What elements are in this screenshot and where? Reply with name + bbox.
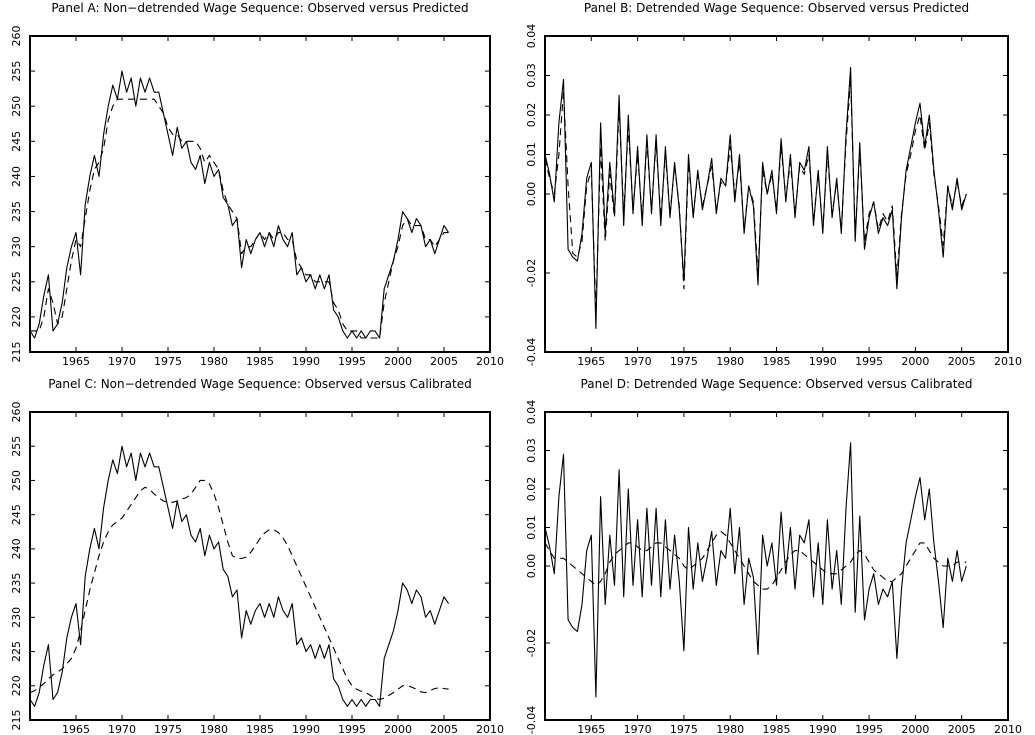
panel-d-ytick-label: -0.04 <box>525 706 538 734</box>
panel-c-xtick-label: 2010 <box>476 723 504 735</box>
panel-d-xtick-label: 1985 <box>763 723 791 735</box>
panel-c-frame <box>29 411 491 721</box>
panel-d-ytick-label: 0.01 <box>525 515 538 540</box>
panel-c-xtick-label: 2005 <box>430 723 458 735</box>
panel-c-ytick-label: 230 <box>10 607 23 628</box>
panel-b-ytick-label: 0.02 <box>525 103 538 128</box>
panel-a-xtick-label: 1985 <box>246 355 274 368</box>
panel-b-xtick-label: 2000 <box>901 355 929 368</box>
panel-c-xtick-label: 1965 <box>62 723 90 735</box>
panel-b-ytick-label: -0.04 <box>525 338 538 366</box>
panel-a-title: Panel A: Non−detrended Wage Sequence: Ob… <box>51 1 468 15</box>
panel-a-ytick-label: 215 <box>10 342 23 363</box>
panel-d-ytick-label: 0.04 <box>525 400 538 425</box>
panel-b: Panel B: Detrended Wage Sequence: Observ… <box>525 1 1022 368</box>
panel-b-xtick-label: 1975 <box>670 355 698 368</box>
panel-b-xtick-label: 1980 <box>716 355 744 368</box>
panel-d-xtick-label: 1980 <box>716 723 744 735</box>
panel-c-xtick-label: 1970 <box>108 723 136 735</box>
panel-c-xtick-label: 2000 <box>384 723 412 735</box>
panel-c-ytick-label: 235 <box>10 573 23 594</box>
panel-a-observed-line <box>29 70 450 339</box>
panel-d-xtick-label: 2000 <box>901 723 929 735</box>
panel-c-ytick-label: 250 <box>10 470 23 491</box>
panel-a-xtick-label: 1980 <box>200 355 228 368</box>
panel-a-ytick-label: 220 <box>10 306 23 327</box>
panel-a-xtick-label: 1970 <box>108 355 136 368</box>
panel-c-ytick-label: 240 <box>10 538 23 559</box>
panel-c-ytick-label: 220 <box>10 675 23 696</box>
panel-a-ytick-label: 225 <box>10 271 23 292</box>
panel-d-ytick-label: 0.03 <box>525 438 538 463</box>
panel-c-ytick-label: 255 <box>10 436 23 457</box>
panel-b-ytick-label: 0.01 <box>525 142 538 167</box>
panel-a-xtick-label: 2000 <box>384 355 412 368</box>
panel-b-model-line <box>544 78 967 314</box>
panel-c-xtick-label: 1985 <box>246 723 274 735</box>
panel-a-ytick-label: 250 <box>10 96 23 117</box>
panel-d-ytick-label: 0.00 <box>525 554 538 579</box>
panel-a-ytick-label: 235 <box>10 201 23 222</box>
panel-d-xtick-label: 1965 <box>577 723 605 735</box>
panel-b-xtick-label: 2005 <box>948 355 976 368</box>
panel-d-observed-line <box>544 442 967 698</box>
panel-a-xtick-label: 1995 <box>338 355 366 368</box>
panel-b-frame <box>544 35 1009 353</box>
panel-d-frame <box>544 411 1009 721</box>
panel-b-xtick-label: 1990 <box>809 355 837 368</box>
panel-c: Panel C: Non−detrended Wage Sequence: Ob… <box>10 377 504 735</box>
panel-d-xtick-label: 1970 <box>624 723 652 735</box>
panel-a-xtick-label: 2005 <box>430 355 458 368</box>
panel-b-xtick-label: 1985 <box>763 355 791 368</box>
panel-d-xtick-label: 1995 <box>855 723 883 735</box>
panel-a-xtick-label: 1975 <box>154 355 182 368</box>
panel-c-xtick-label: 1990 <box>292 723 320 735</box>
panel-d-xtick-label: 2005 <box>948 723 976 735</box>
panel-b-ytick-label: 0.03 <box>525 63 538 88</box>
panel-a-ytick-label: 255 <box>10 61 23 82</box>
panel-c-xtick-label: 1995 <box>338 723 366 735</box>
panel-d-ytick-label: 0.02 <box>525 477 538 502</box>
panel-c-title: Panel C: Non−detrended Wage Sequence: Ob… <box>48 377 471 391</box>
panel-b-title: Panel B: Detrended Wage Sequence: Observ… <box>584 1 969 15</box>
panel-a-ytick-label: 260 <box>10 26 23 47</box>
panel-c-ytick-label: 260 <box>10 402 23 423</box>
panel-d-xtick-label: 2010 <box>994 723 1022 735</box>
panel-a-xtick-label: 2010 <box>476 355 504 368</box>
panel-c-ytick-label: 215 <box>10 710 23 731</box>
panel-a-xtick-label: 1990 <box>292 355 320 368</box>
panel-d-model-line <box>544 530 967 590</box>
panel-b-xtick-label: 2010 <box>994 355 1022 368</box>
panel-b-xtick-label: 1965 <box>577 355 605 368</box>
panel-c-model-line <box>29 479 449 701</box>
panel-b-xtick-label: 1995 <box>855 355 883 368</box>
panel-d-xtick-label: 1990 <box>809 723 837 735</box>
panel-b-ytick-label: 0.00 <box>525 182 538 207</box>
panel-d-xtick-label: 1975 <box>670 723 698 735</box>
panel-b-ytick-label: -0.02 <box>525 259 538 287</box>
panel-d: Panel D: Detrended Wage Sequence: Observ… <box>525 377 1022 735</box>
panel-c-xtick-label: 1980 <box>200 723 228 735</box>
panel-d-title: Panel D: Detrended Wage Sequence: Observ… <box>581 377 973 391</box>
panel-b-ytick-label: 0.04 <box>525 24 538 49</box>
panel-c-ytick-label: 245 <box>10 504 23 525</box>
panel-a-ytick-label: 240 <box>10 166 23 187</box>
panel-c-xtick-label: 1975 <box>154 723 182 735</box>
panel-a-xtick-label: 1965 <box>62 355 90 368</box>
panel-a-ytick-label: 230 <box>10 236 23 257</box>
panel-c-observed-line <box>29 445 450 707</box>
panel-b-xtick-label: 1970 <box>624 355 652 368</box>
panel-d-ytick-label: -0.02 <box>525 629 538 657</box>
panel-a-ytick-label: 245 <box>10 131 23 152</box>
panel-a-frame <box>29 35 491 353</box>
panel-a: Panel A: Non−detrended Wage Sequence: Ob… <box>10 1 504 368</box>
panel-c-ytick-label: 225 <box>10 641 23 662</box>
panel-a-model-line <box>30 98 449 339</box>
